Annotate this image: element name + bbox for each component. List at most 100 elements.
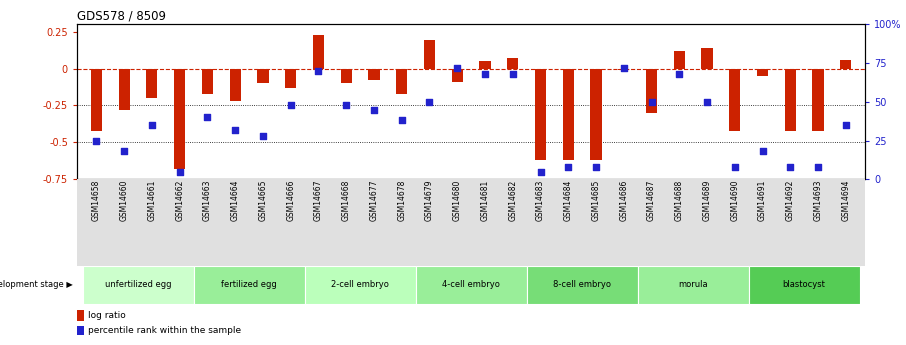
Point [172, 169, 187, 174]
Bar [701, 48, 713, 69]
Bar [638, 266, 748, 304]
Point [394, 118, 409, 123]
Point [672, 71, 687, 77]
Text: GSM14662: GSM14662 [175, 179, 184, 221]
Bar [526, 266, 638, 304]
Point [422, 99, 437, 105]
Bar [174, 69, 185, 169]
Text: GSM14692: GSM14692 [786, 179, 795, 221]
Text: 4-cell embryo: 4-cell embryo [442, 280, 500, 289]
Bar [416, 266, 526, 304]
Bar [563, 69, 573, 160]
Bar [285, 69, 296, 88]
Point [811, 164, 825, 170]
Bar [840, 60, 852, 69]
Point [339, 102, 353, 108]
Text: GSM14664: GSM14664 [231, 179, 240, 221]
Bar [785, 69, 795, 131]
Point [89, 138, 103, 144]
Text: GSM14661: GSM14661 [148, 179, 157, 221]
Bar [91, 69, 102, 131]
Bar [202, 69, 213, 93]
Point [561, 164, 575, 170]
Text: GSM14663: GSM14663 [203, 179, 212, 221]
Text: 8-cell embryo: 8-cell embryo [554, 280, 612, 289]
Bar [729, 69, 740, 131]
Point [312, 68, 326, 73]
Point [477, 71, 492, 77]
Bar [82, 266, 194, 304]
Point [644, 99, 659, 105]
Point [284, 102, 298, 108]
Bar [535, 69, 546, 160]
Point [783, 164, 797, 170]
Bar [119, 69, 130, 110]
Text: GSM14660: GSM14660 [120, 179, 129, 221]
Bar [757, 69, 768, 76]
Bar [479, 61, 490, 69]
Bar [591, 69, 602, 160]
Bar [424, 40, 435, 69]
Bar [77, 326, 84, 335]
Text: GSM14680: GSM14680 [453, 179, 462, 221]
Text: GSM14668: GSM14668 [342, 179, 351, 221]
Text: GSM14687: GSM14687 [647, 179, 656, 221]
Text: GSM14682: GSM14682 [508, 179, 517, 221]
Text: morula: morula [679, 280, 708, 289]
Point [616, 65, 631, 70]
Point [589, 164, 603, 170]
Point [534, 169, 548, 174]
Text: GSM14679: GSM14679 [425, 179, 434, 221]
Text: GSM14665: GSM14665 [258, 179, 267, 221]
Text: GSM14681: GSM14681 [480, 179, 489, 221]
Point [367, 107, 381, 112]
Bar [813, 69, 824, 131]
Text: GSM14677: GSM14677 [370, 179, 379, 221]
Text: percentile rank within the sample: percentile rank within the sample [88, 326, 241, 335]
Text: unfertilized egg: unfertilized egg [105, 280, 171, 289]
Bar [257, 69, 268, 83]
Point [839, 122, 853, 128]
Text: GSM14678: GSM14678 [397, 179, 406, 221]
Text: log ratio: log ratio [88, 311, 126, 320]
Bar [369, 69, 380, 80]
Text: GSM14658: GSM14658 [92, 179, 101, 221]
Point [506, 71, 520, 77]
Point [728, 164, 742, 170]
Text: GSM14690: GSM14690 [730, 179, 739, 221]
Text: GDS578 / 8509: GDS578 / 8509 [77, 10, 166, 23]
Text: GSM14691: GSM14691 [758, 179, 767, 221]
Bar [147, 69, 158, 98]
Text: GSM14667: GSM14667 [314, 179, 323, 221]
Point [450, 65, 465, 70]
Text: GSM14686: GSM14686 [620, 179, 628, 221]
Text: GSM14688: GSM14688 [675, 179, 684, 221]
Text: GSM14693: GSM14693 [814, 179, 823, 221]
Point [255, 133, 270, 139]
Point [117, 149, 131, 154]
Text: GSM14694: GSM14694 [842, 179, 851, 221]
Bar [77, 310, 84, 321]
Text: GSM14689: GSM14689 [702, 179, 711, 221]
Bar [313, 34, 324, 69]
Text: development stage ▶: development stage ▶ [0, 280, 72, 289]
Point [756, 149, 770, 154]
Point [200, 115, 215, 120]
Bar [507, 58, 518, 69]
Text: fertilized egg: fertilized egg [221, 280, 277, 289]
Text: GSM14683: GSM14683 [536, 179, 545, 221]
Point [228, 127, 243, 132]
Bar [396, 69, 408, 93]
Bar [341, 69, 352, 83]
Bar [646, 69, 657, 113]
Point [699, 99, 714, 105]
Bar [748, 266, 860, 304]
Bar [194, 266, 304, 304]
Text: GSM14685: GSM14685 [592, 179, 601, 221]
Bar [674, 51, 685, 69]
Bar [304, 266, 416, 304]
Point [145, 122, 159, 128]
Text: GSM14666: GSM14666 [286, 179, 295, 221]
Bar [618, 69, 630, 70]
Text: blastocyst: blastocyst [783, 280, 825, 289]
